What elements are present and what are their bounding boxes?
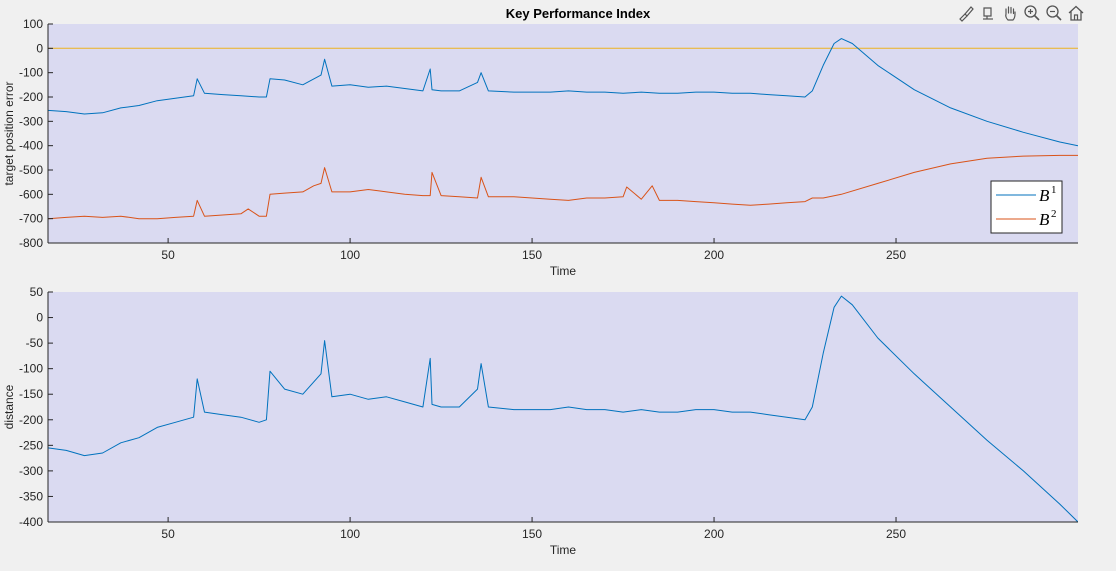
x-axis-label: Time <box>550 543 577 557</box>
y-tick-label: -300 <box>19 114 43 128</box>
y-tick-label: -100 <box>19 66 43 80</box>
y-tick-label: -400 <box>19 515 43 529</box>
plot-area[interactable] <box>48 292 1078 522</box>
data-tips-icon <box>983 7 993 20</box>
legend-entry-label: B <box>1039 210 1050 229</box>
x-tick-label: 100 <box>340 248 360 262</box>
y-tick-label: 100 <box>23 17 43 31</box>
x-tick-label: 250 <box>886 248 906 262</box>
x-tick-label: 50 <box>161 527 175 541</box>
series-group <box>48 38 1078 220</box>
legend[interactable]: B 1B 2 <box>990 180 1063 234</box>
brush-icon <box>959 6 974 22</box>
x-axis-label: Time <box>550 264 577 278</box>
y-tick-label: -800 <box>19 236 43 250</box>
pan-button[interactable] <box>1000 3 1020 23</box>
y-tick-label: -200 <box>19 90 43 104</box>
axes-2: 50 100 150 200 250 50 0 -50 -100 -150 -200 -250 -300… <box>2 285 1078 557</box>
y-tick-label: -100 <box>19 362 43 376</box>
data-tips-button[interactable] <box>978 3 998 23</box>
y-tick-label: -350 <box>19 489 43 503</box>
home-icon <box>1068 5 1084 21</box>
y-tick-label: -600 <box>19 187 43 201</box>
x-tick-label: 250 <box>886 527 906 541</box>
legend-entry-label: B <box>1039 186 1050 205</box>
chart-title: Key Performance Index <box>506 6 651 21</box>
y-tick-label: 0 <box>36 41 43 55</box>
y-tick-label: -250 <box>19 438 43 452</box>
y-axis-label: target position error <box>2 81 16 185</box>
y-tick-label: -300 <box>19 464 43 478</box>
y-tick-label: -500 <box>19 163 43 177</box>
y-tick-label: 0 <box>36 311 43 325</box>
y-axis-label: distance <box>2 384 16 429</box>
series-line-b1 <box>48 38 1078 147</box>
y-tick-label: -200 <box>19 413 43 427</box>
axes-toolbar <box>956 3 1086 23</box>
home-button[interactable] <box>1066 3 1086 23</box>
brush-button[interactable] <box>956 3 976 23</box>
y-tick-label: -150 <box>19 387 43 401</box>
y-tick-label: -400 <box>19 139 43 153</box>
y-tick-label: -700 <box>19 212 43 226</box>
y-tick-label: 50 <box>30 285 44 299</box>
x-tick-label: 50 <box>161 248 175 262</box>
zoom-in-button[interactable] <box>1022 3 1042 23</box>
plot-area[interactable] <box>48 24 1078 243</box>
x-tick-label: 200 <box>704 248 724 262</box>
series-group <box>48 295 1078 522</box>
series-line-distance <box>48 295 1078 522</box>
axes-1: 50 100 150 200 250 100 0 -100 -200 -300 -400 -500 -6… <box>2 6 1078 278</box>
series-line-b2 <box>48 154 1078 220</box>
legend-entry-superscript: 1 <box>1051 184 1057 196</box>
y-tick-label: -50 <box>26 336 44 350</box>
x-tick-label: 100 <box>340 527 360 541</box>
zoom-out-icon <box>1046 5 1062 21</box>
legend-entry-superscript: 2 <box>1051 208 1057 220</box>
zoom-out-button[interactable] <box>1044 3 1064 23</box>
zoom-in-icon <box>1024 5 1040 21</box>
legend-box <box>990 180 1063 234</box>
x-tick-label: 150 <box>522 248 542 262</box>
pan-hand-icon <box>1005 6 1016 21</box>
x-tick-label: 200 <box>704 527 724 541</box>
x-tick-label: 150 <box>522 527 542 541</box>
